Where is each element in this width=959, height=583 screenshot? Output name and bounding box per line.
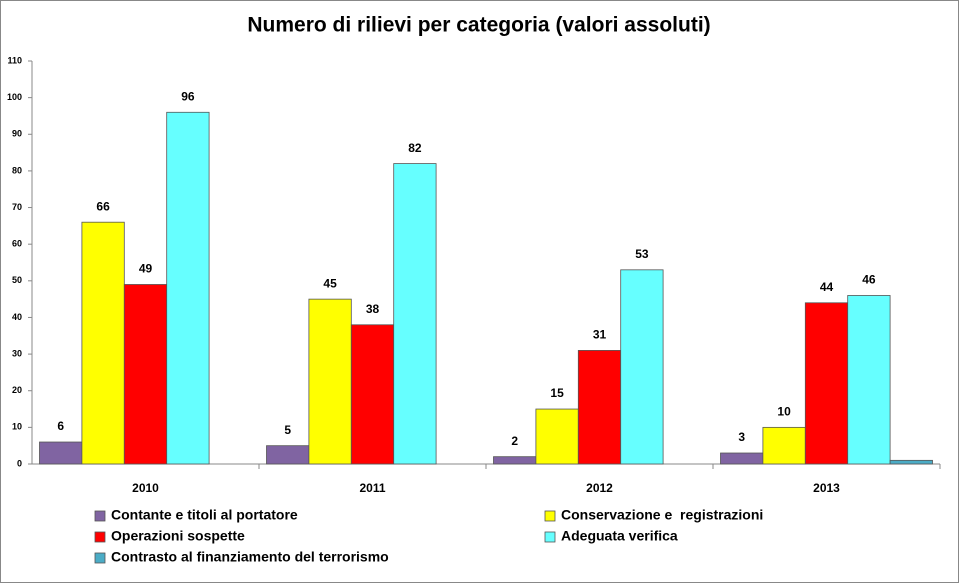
value-label: 31 (593, 328, 607, 342)
legend-label: Contante e titoli al portatore (111, 507, 298, 523)
bar (266, 445, 310, 465)
chart-title: Numero di rilievi per categoria (valori … (247, 14, 710, 37)
value-label: 5 (284, 423, 291, 437)
legend-swatch (94, 531, 106, 543)
legend-label: Conservazione e registrazioni (561, 507, 763, 523)
bar (620, 269, 664, 465)
bar (166, 111, 210, 465)
y-tick-label: 70 (12, 202, 22, 212)
x-tick-label: 2011 (359, 481, 385, 495)
value-label: 15 (550, 386, 564, 400)
value-label: 46 (862, 273, 876, 287)
x-tick-label: 2012 (586, 481, 613, 495)
x-tick-label: 2010 (132, 481, 159, 495)
bar (493, 456, 537, 465)
bar (762, 426, 806, 465)
bar (350, 324, 395, 465)
y-tick-label: 110 (7, 55, 22, 65)
bar (39, 441, 83, 465)
value-label: 49 (139, 262, 153, 276)
y-tick-label: 50 (12, 275, 22, 285)
value-label: 66 (96, 199, 110, 213)
bar (123, 284, 168, 465)
x-tick-label: 2013 (813, 481, 840, 495)
legend-label: Adeguata verifica (561, 528, 678, 544)
y-tick-label: 10 (12, 422, 22, 432)
value-label: 3 (738, 430, 745, 444)
bar (847, 295, 891, 465)
y-tick-label: 20 (12, 385, 22, 395)
legend-swatch (94, 552, 106, 564)
y-tick-label: 0 (17, 458, 22, 468)
legend-label: Operazioni sospette (111, 528, 245, 544)
bar (720, 452, 764, 465)
y-tick-label: 60 (12, 239, 22, 249)
value-label: 44 (820, 280, 834, 294)
bar (889, 459, 933, 465)
value-label: 96 (181, 89, 195, 103)
bar (577, 350, 622, 465)
legend-swatch (544, 510, 556, 522)
value-label: 10 (777, 405, 791, 419)
value-label: 38 (366, 302, 380, 316)
legend-swatch (94, 510, 106, 522)
y-tick-label: 90 (12, 129, 22, 139)
y-tick-label: 80 (12, 165, 22, 175)
y-tick-label: 40 (12, 312, 22, 322)
value-label: 6 (57, 419, 64, 433)
bar (81, 221, 125, 465)
value-label: 2 (511, 434, 518, 448)
legend-swatch (544, 531, 556, 543)
value-label: 82 (408, 141, 422, 155)
bar (535, 408, 579, 465)
bar (804, 302, 849, 465)
y-tick-label: 30 (12, 348, 22, 358)
bar (308, 298, 352, 465)
bar (393, 163, 437, 465)
y-tick-label: 100 (7, 92, 22, 102)
value-label: 45 (323, 276, 337, 290)
legend-label: Contrasto al finanziamento del terrorism… (111, 549, 389, 565)
value-label: 53 (635, 247, 649, 261)
